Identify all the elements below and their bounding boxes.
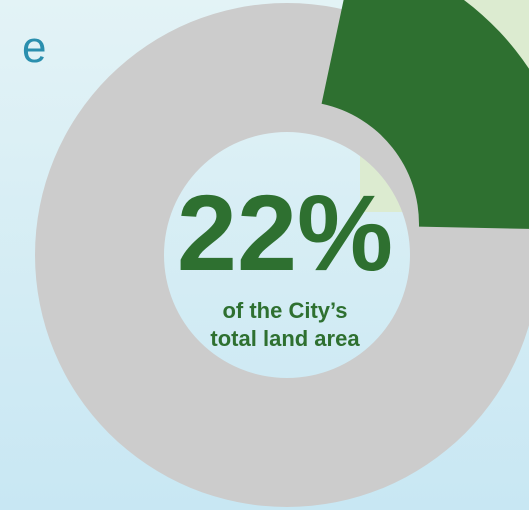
heading-fragment: e — [22, 23, 46, 72]
caption-line: total land area — [210, 326, 360, 351]
caption-line: of the City’s — [222, 298, 347, 323]
donut-segment — [321, 0, 529, 229]
value-label: 22% — [177, 172, 393, 293]
donut — [35, 0, 529, 507]
